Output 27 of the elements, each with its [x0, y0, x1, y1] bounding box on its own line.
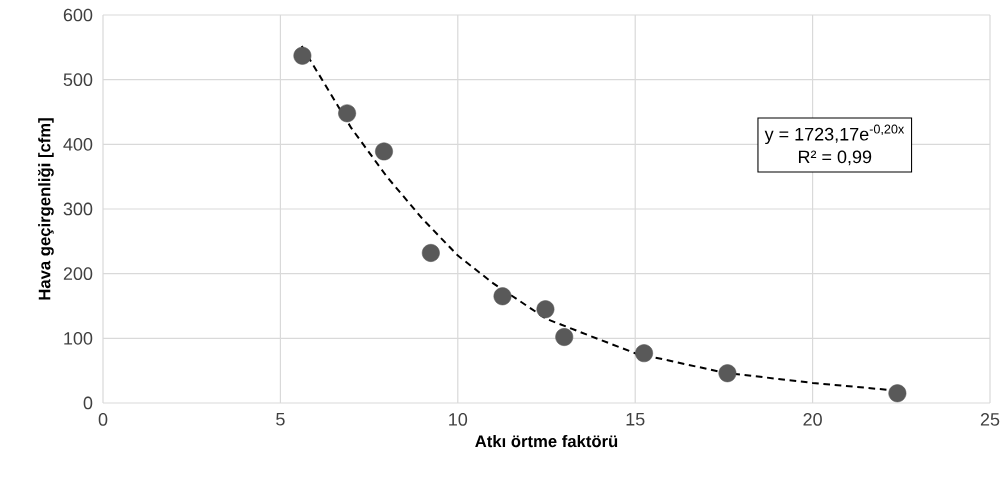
y-tick-label: 0	[83, 396, 93, 410]
y-tick-label: 300	[63, 202, 93, 216]
annotation: y = 1723,17e$^{-0,20x}$	[764, 124, 905, 145]
y-axis-title: Hava geçirgenliği [cfm]	[37, 118, 54, 300]
y-tick-label: 500	[63, 73, 93, 87]
point	[293, 46, 312, 65]
x-tick-label: 20	[803, 413, 822, 426]
point	[421, 244, 440, 262]
point	[375, 142, 393, 161]
y-tick-label: 600	[63, 8, 93, 22]
point	[555, 328, 574, 346]
x-tick-label: 10	[449, 413, 468, 426]
x-tick-label: 0	[98, 413, 108, 426]
point	[635, 344, 653, 363]
annotation: R² = 0,99	[798, 150, 872, 166]
point	[493, 287, 512, 306]
y-tick-label: 400	[63, 137, 93, 151]
point	[338, 104, 357, 123]
x-tick-label: 15	[626, 413, 645, 426]
point	[536, 300, 555, 319]
x-axis-title: Atkı örtme faktörü	[475, 434, 618, 448]
point	[718, 364, 737, 383]
x-tick-label: 25	[980, 413, 1000, 426]
y-tick-label: 100	[64, 331, 93, 345]
x-tick-label: 5	[276, 413, 285, 426]
point	[888, 384, 907, 403]
y-tick-label: 200	[63, 267, 93, 281]
